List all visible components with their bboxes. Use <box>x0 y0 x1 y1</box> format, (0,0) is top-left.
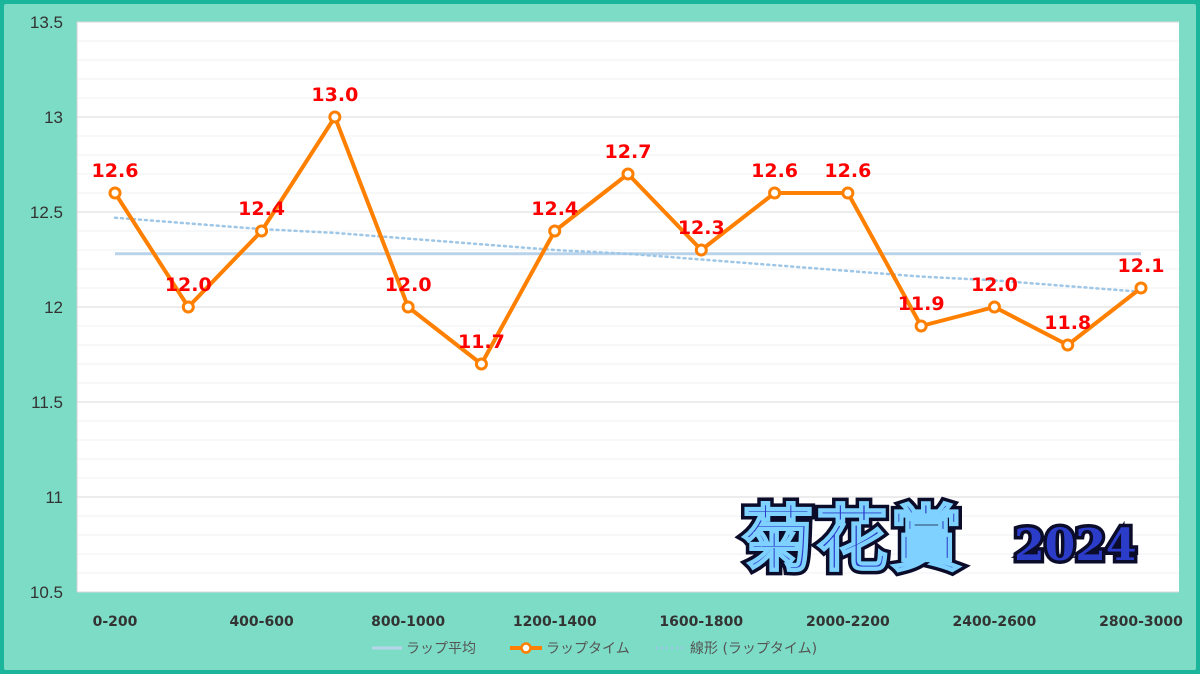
minor-gridlines <box>77 40 1179 574</box>
lap-time-point <box>768 186 782 200</box>
x-tick-label: 400-600 <box>229 614 294 630</box>
lap-time-point <box>108 186 122 200</box>
logo-kanji-highlight: 菊花賞 <box>742 496 964 581</box>
kikkasho-logo: 菊花賞 菊花賞 2024 <box>738 492 1140 586</box>
data-label: 11.8 <box>1044 312 1091 334</box>
data-label: 11.9 <box>898 293 945 315</box>
data-label: 12.4 <box>531 198 578 220</box>
lap-time-point <box>1134 281 1148 295</box>
x-tick-label: 0-200 <box>93 614 138 630</box>
legend: ラップ平均 ラップタイム 線形 (ラップタイム) <box>372 641 817 657</box>
x-tick-label: 2000-2200 <box>806 614 890 630</box>
lap-time-point <box>621 167 635 181</box>
legend-trendline-label: 線形 (ラップタイム) <box>690 641 817 657</box>
data-label: 12.6 <box>751 160 798 182</box>
x-tick-label: 2400-2600 <box>953 614 1037 630</box>
legend-item-lap-time: ラップタイム <box>510 641 630 657</box>
legend-item-average: ラップ平均 <box>372 641 476 657</box>
data-label: 12.0 <box>385 274 432 296</box>
data-label: 12.0 <box>971 274 1018 296</box>
data-label: 12.6 <box>92 160 139 182</box>
lap-time-point <box>914 319 928 333</box>
legend-item-trendline: 線形 (ラップタイム) <box>656 641 817 657</box>
lap-time-point <box>474 357 488 371</box>
data-label: 12.7 <box>605 141 652 163</box>
y-tick-label: 12.5 <box>30 203 63 222</box>
data-label: 12.4 <box>238 198 285 220</box>
lap-time-point <box>548 224 562 238</box>
trend-line <box>113 216 1143 294</box>
data-label: 12.6 <box>824 160 871 182</box>
y-tick-label: 10.5 <box>30 583 63 602</box>
x-tick-label: 2800-3000 <box>1099 614 1183 630</box>
data-label: 12.0 <box>165 274 212 296</box>
x-tick-label: 800-1000 <box>371 614 445 630</box>
major-gridlines <box>77 21 1179 593</box>
legend-lap-time-marker <box>520 642 532 654</box>
lap-time-point <box>841 186 855 200</box>
lap-time-chart: 10.5 11 11.5 12 12.5 13 13.5 0-200 400-600 800-1… <box>30 13 1184 657</box>
data-label: 12.1 <box>1118 255 1165 277</box>
data-labels: 12.6 12.0 12.4 13.0 12.0 11.7 12.4 12.7 12.3 12.6… <box>92 84 1165 353</box>
legend-average-label: ラップ平均 <box>406 641 476 657</box>
y-tick-label: 11.5 <box>31 393 63 412</box>
data-label: 11.7 <box>458 331 505 353</box>
lap-time-point <box>1061 338 1075 352</box>
lap-time-point <box>328 110 342 124</box>
logo-year: 2024 <box>1014 520 1136 571</box>
x-tick-label: 1600-1800 <box>659 614 743 630</box>
y-tick-label: 13.5 <box>30 13 63 32</box>
x-axis-ticks: 0-200 400-600 800-1000 1200-1400 1600-1800 20… <box>93 614 1184 630</box>
y-tick-label: 11 <box>45 488 63 507</box>
lap-time-point <box>255 224 269 238</box>
y-axis-ticks: 10.5 11 11.5 12 12.5 13 13.5 <box>30 13 63 602</box>
chart-frame: 10.5 11 11.5 12 12.5 13 13.5 0-200 400-600 800-1… <box>4 4 1196 670</box>
lap-time-point <box>401 300 415 314</box>
lap-time-point <box>987 300 1001 314</box>
data-label: 13.0 <box>311 84 358 106</box>
legend-lap-time-label: ラップタイム <box>546 641 630 657</box>
lap-time-point <box>181 300 195 314</box>
logo-kanji: 菊花賞 <box>742 496 964 581</box>
lap-time-point <box>694 243 708 257</box>
y-tick-label: 12 <box>44 298 63 317</box>
data-label: 12.3 <box>678 217 725 239</box>
series-markers <box>108 110 1148 371</box>
x-tick-label: 1200-1400 <box>513 614 597 630</box>
y-tick-label: 13 <box>44 108 63 127</box>
